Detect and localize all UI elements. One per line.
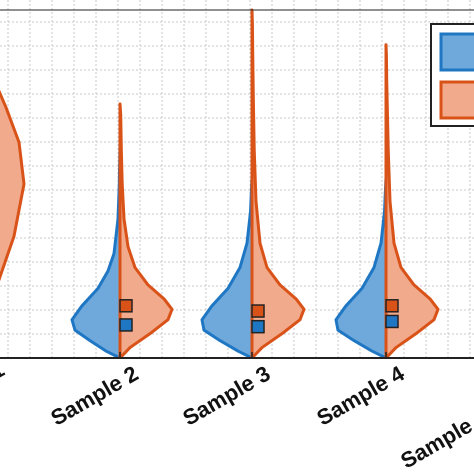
violin-left-2 bbox=[70, 140, 122, 358]
median-marker-right-2 bbox=[119, 299, 133, 313]
violin-right-3 bbox=[250, 8, 306, 358]
median-marker-right-4 bbox=[385, 299, 399, 313]
violin-right-2 bbox=[118, 102, 174, 358]
legend bbox=[430, 23, 474, 127]
violin-right-4 bbox=[384, 43, 440, 358]
median-marker-left-3 bbox=[251, 319, 265, 334]
median-marker-left-4 bbox=[385, 314, 399, 329]
x-tick-label-4: Sample 4 bbox=[312, 360, 409, 430]
violin-left-4 bbox=[334, 175, 388, 358]
legend-swatch-left bbox=[439, 32, 474, 72]
x-tick-label-5: Sample bbox=[396, 413, 474, 474]
axes bbox=[0, 9, 474, 359]
median-markers bbox=[119, 299, 399, 334]
x-tick-label-3: Sample 3 bbox=[178, 361, 274, 431]
median-marker-right-3 bbox=[251, 304, 265, 318]
violin-left-3 bbox=[200, 175, 254, 358]
median-marker-left-2 bbox=[119, 318, 133, 332]
legend-swatch-right bbox=[439, 80, 474, 120]
x-tick-label-1: 1 bbox=[0, 357, 8, 385]
violin-right-1 bbox=[0, 89, 26, 282]
x-tick-label-2: Sample 2 bbox=[46, 361, 142, 431]
violins bbox=[0, 8, 440, 358]
